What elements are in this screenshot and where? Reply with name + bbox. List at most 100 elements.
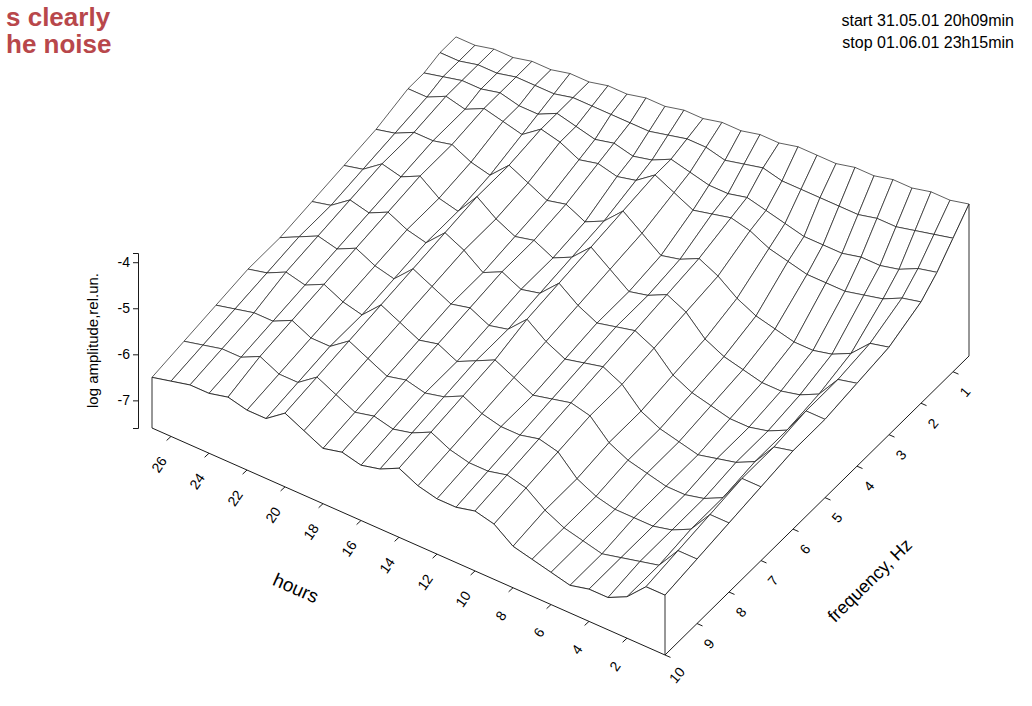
front-wall (437, 499, 456, 563)
tick-mark (205, 453, 209, 457)
tick-mark (857, 466, 863, 468)
surface-edge (513, 546, 532, 559)
front-wall (342, 452, 361, 520)
tick-mark (433, 554, 437, 558)
tick: 2 (921, 403, 942, 431)
surface-edge (551, 572, 570, 585)
surface-edge (532, 559, 551, 572)
surface-edge (380, 468, 399, 470)
surface-edge (323, 448, 342, 452)
tick: -4 (118, 254, 138, 270)
front-wall (190, 385, 209, 453)
surface-edge (793, 419, 825, 450)
front-wall (285, 413, 304, 495)
tick: 18 (300, 504, 323, 543)
tick-mark (133, 262, 138, 263)
front-wall (323, 448, 342, 512)
tick: 8 (729, 592, 750, 620)
tick-label: 16 (338, 537, 360, 559)
tick-mark (889, 435, 895, 437)
right-wall (825, 383, 857, 497)
front-wall (228, 397, 247, 470)
front-wall (551, 572, 570, 613)
tick-label: 8 (732, 604, 749, 620)
front-wall (494, 524, 513, 588)
tick-label: 12 (414, 571, 436, 593)
plot-area (152, 37, 969, 655)
axis-title: frequency, Hz (824, 535, 916, 626)
tick-mark (585, 621, 589, 625)
tick-mark (167, 436, 171, 440)
surface-edge (665, 559, 697, 595)
tick-mark (471, 571, 475, 575)
title: s clearlyhe noise (6, 2, 111, 59)
tick-label: 8 (492, 608, 510, 624)
tick: 10 (665, 655, 688, 686)
tick-mark (921, 403, 927, 405)
surface-edge (570, 585, 589, 589)
corner-edge (152, 377, 153, 428)
right-wall (937, 238, 953, 387)
surface-edge (266, 413, 285, 418)
tick: 4 (857, 466, 878, 494)
tick-mark (665, 655, 671, 657)
surface-edge (304, 431, 323, 449)
tick-label: 22 (224, 487, 246, 509)
tick-label: 1 (956, 383, 973, 399)
right-wall (665, 559, 697, 655)
title-line: he noise (6, 29, 111, 59)
tick: 12 (414, 554, 437, 593)
surface-edge (937, 238, 953, 272)
tick: 26 (148, 436, 171, 475)
chart-svg: -4-5-6-7log amplitude,rel.un.24681012141… (0, 0, 1032, 706)
surface-edge (761, 451, 793, 487)
tick: 4 (568, 621, 589, 657)
corner-edge (665, 595, 666, 655)
tick-label: -4 (118, 254, 131, 270)
tick: -5 (118, 300, 138, 316)
tick: 22 (224, 470, 247, 509)
tick: 2 (606, 638, 627, 674)
tick-label: 14 (376, 554, 398, 576)
tick-label: 2 (924, 415, 941, 431)
tick-label: 6 (530, 625, 548, 641)
surface-edge (889, 302, 921, 347)
tick-label: 26 (148, 453, 170, 475)
surface-edge (437, 499, 456, 507)
tick: 6 (793, 529, 814, 557)
surface-edge (608, 596, 627, 598)
tick: 6 (530, 605, 551, 641)
tick-mark (281, 487, 285, 491)
surface-edge (857, 347, 889, 383)
tick-mark (729, 592, 735, 594)
surface-mesh (152, 37, 969, 598)
surface-edge (825, 383, 857, 419)
surface-edge (921, 272, 937, 302)
side-walls (152, 204, 969, 655)
y-axis: 12345678910 (665, 372, 974, 686)
right-wall (793, 419, 825, 529)
tick-label: 10 (666, 664, 688, 686)
tick-mark (133, 308, 138, 309)
tick-label: 9 (700, 635, 717, 651)
tick-mark (825, 498, 831, 500)
axis-title: log amplitude,rel.un. (84, 273, 101, 408)
tick: -6 (118, 346, 138, 362)
front-wall (209, 393, 228, 461)
surface-edge (152, 377, 171, 381)
tick-label: 6 (796, 541, 813, 557)
tick-label: -6 (118, 346, 131, 362)
right-wall (857, 347, 889, 466)
surface-edge (190, 385, 209, 393)
front-wall (456, 507, 475, 571)
front-wall (418, 486, 437, 554)
tick-mark (547, 605, 551, 609)
axes: -4-5-6-7log amplitude,rel.un.24681012141… (84, 254, 974, 687)
tick-label: 10 (452, 588, 474, 610)
tick-label: -5 (118, 300, 131, 316)
tick-mark (133, 354, 138, 355)
surface-edge (285, 413, 304, 431)
surface-edge (494, 524, 513, 546)
right-wall (953, 204, 969, 372)
tick-label: 24 (186, 470, 208, 492)
